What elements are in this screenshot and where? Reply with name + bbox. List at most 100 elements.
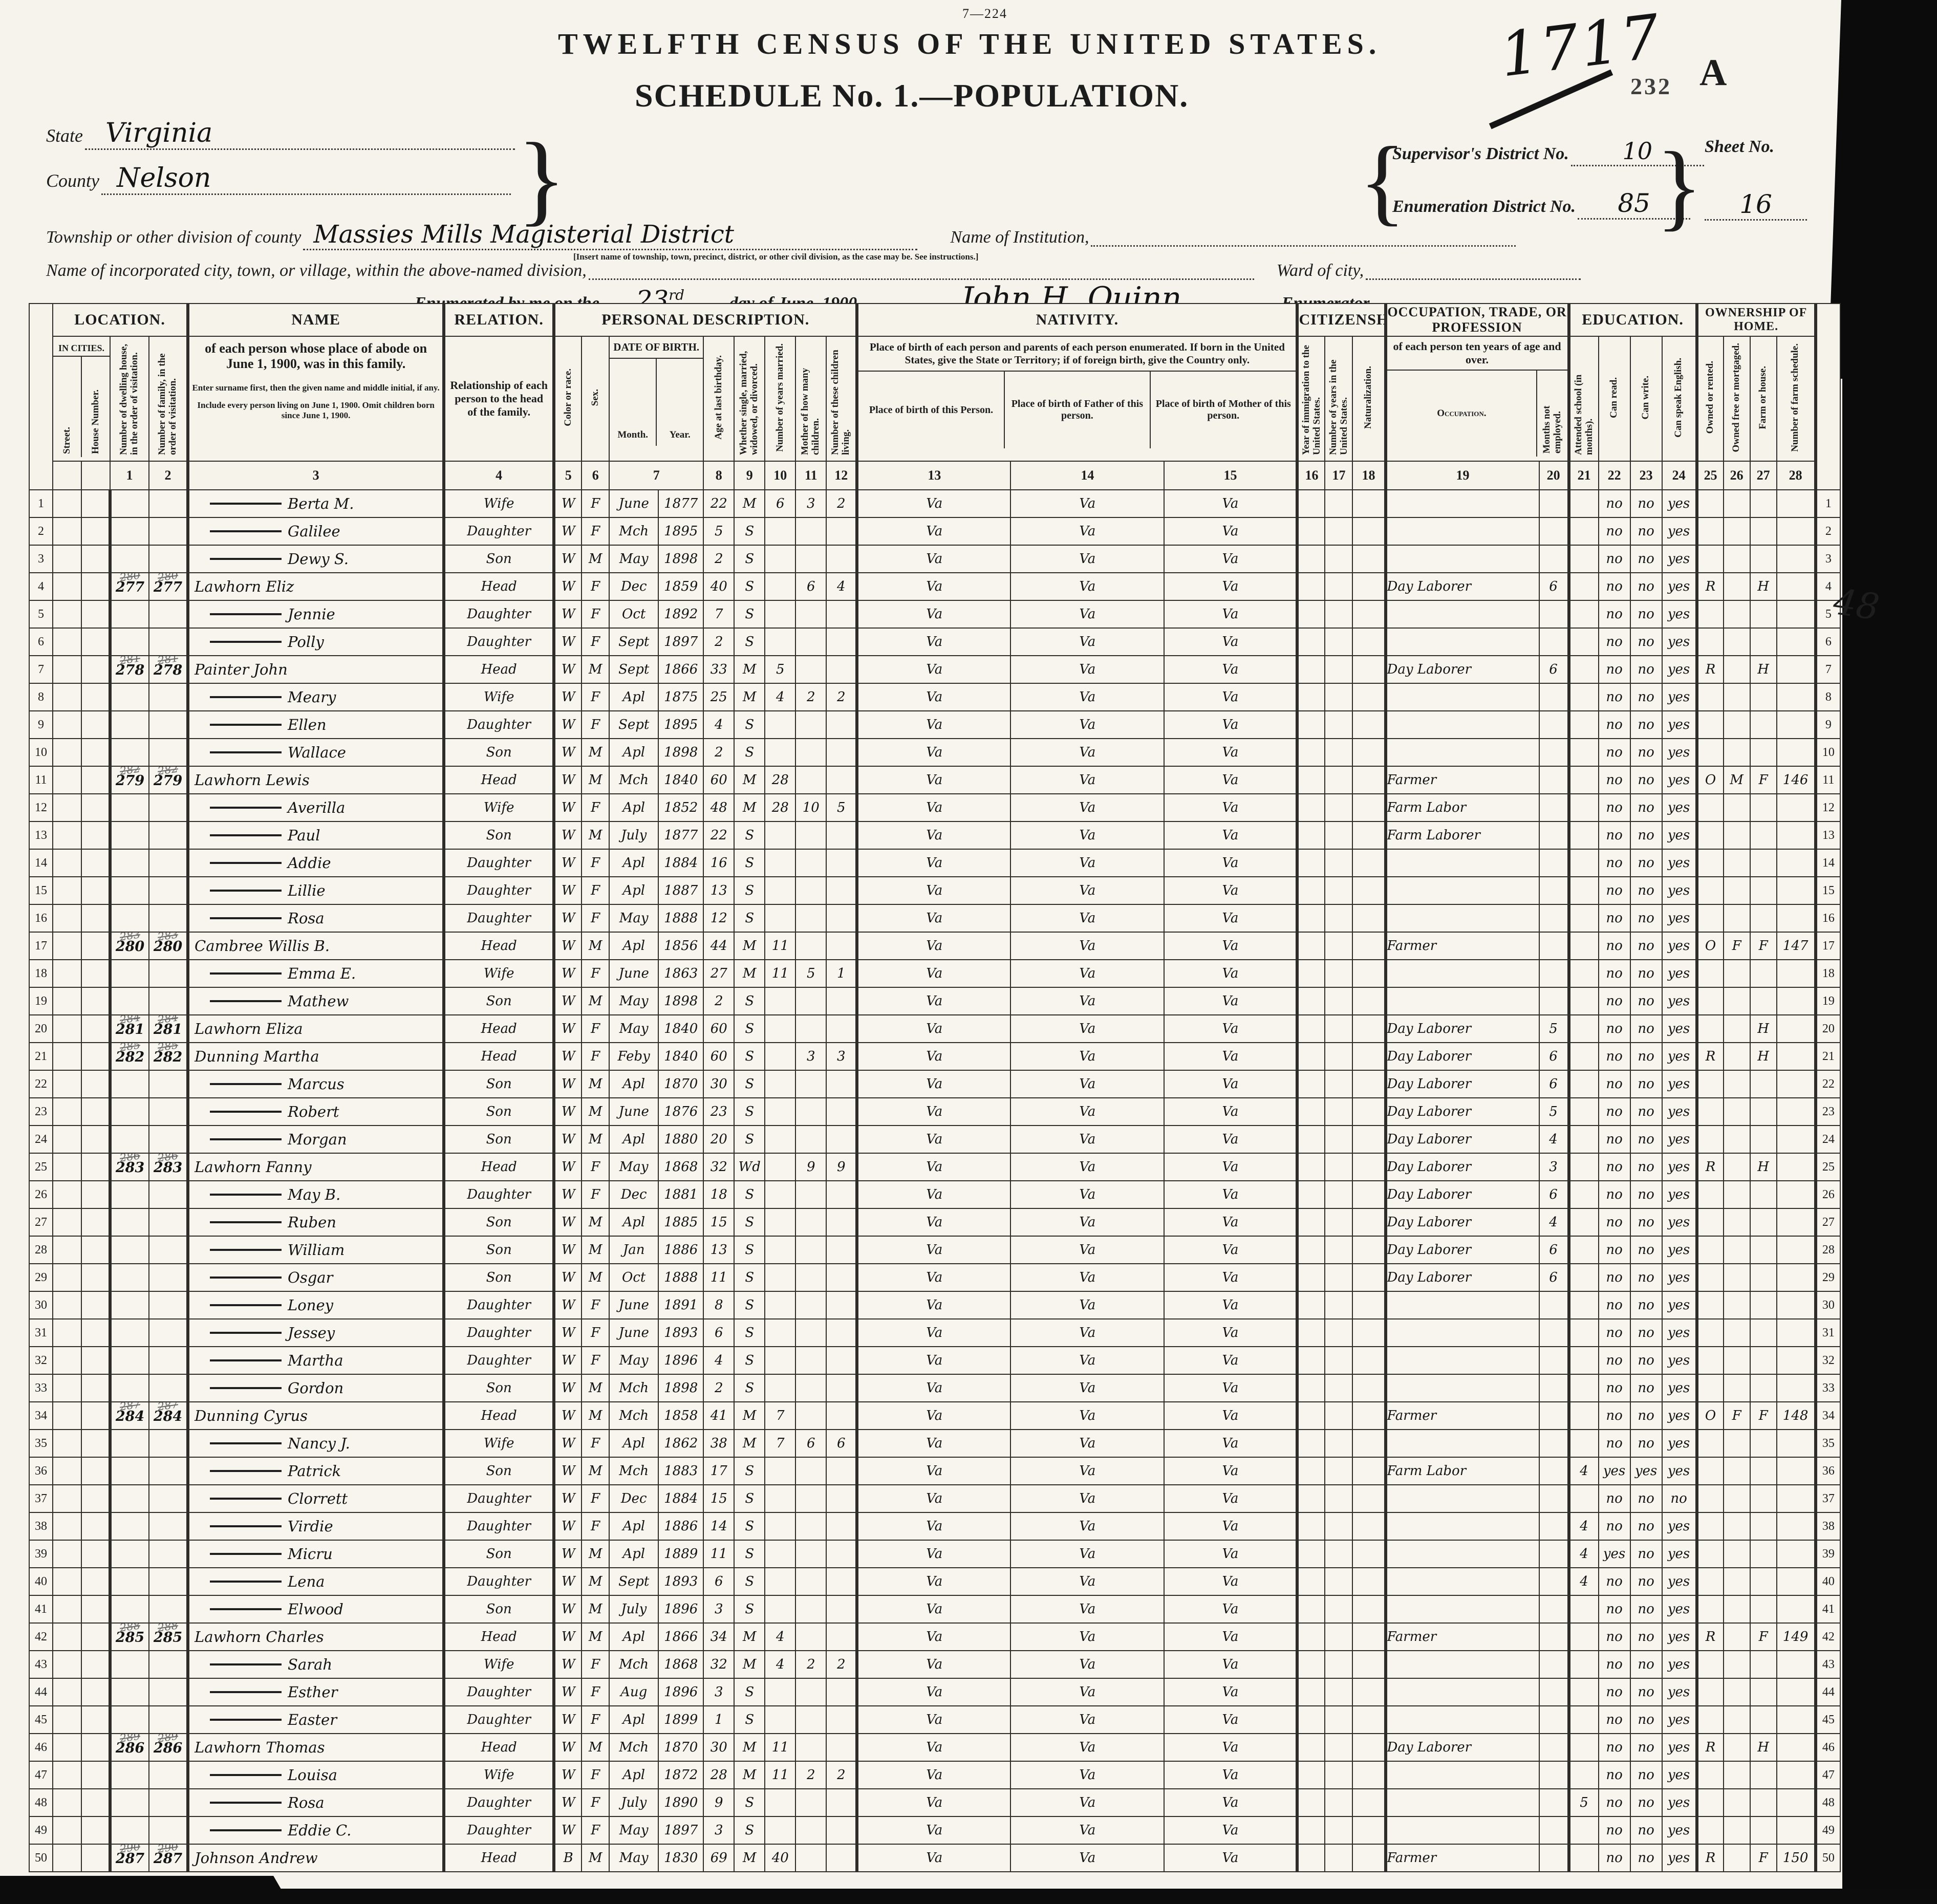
cell-n: 33 <box>29 1374 53 1402</box>
cell-cl <box>826 1180 858 1209</box>
person-row: 45 Easter Daughter W F Apl 1899 1 S Va Va Va no no yes… <box>29 1705 1841 1734</box>
cell-f <box>148 600 189 629</box>
cell-rd: no <box>1598 1512 1631 1541</box>
cell-occ: Day Laborer <box>1384 1097 1540 1126</box>
cell-yus <box>1324 821 1353 850</box>
cell-n: 48 <box>29 1788 53 1817</box>
cell-mar: S <box>734 1567 766 1596</box>
cell-imm <box>1296 1788 1326 1817</box>
cell-col: W <box>552 1429 583 1458</box>
state-county-brace: } <box>517 122 566 235</box>
cell-yr: 1866 <box>658 655 704 684</box>
cell-sch <box>1567 1042 1599 1071</box>
cell-yr: 1886 <box>658 1512 704 1541</box>
cell-pb: Va <box>855 987 1011 1015</box>
cell-d: 287 284 <box>108 1401 150 1430</box>
cell-rd: no <box>1598 1595 1631 1624</box>
cell-occ <box>1384 987 1540 1015</box>
cell-rd: no <box>1598 1429 1631 1458</box>
cell-col: W <box>552 1788 583 1817</box>
cell-rel: Daughter <box>442 600 555 629</box>
cell-own: O <box>1695 932 1724 960</box>
nativity-description: Place of birth of each person and parent… <box>855 336 1298 462</box>
cell-mb <box>795 1180 827 1209</box>
cell-mb <box>795 1678 827 1706</box>
cell-nat <box>1352 793 1386 822</box>
cell-fh <box>1749 1097 1777 1126</box>
cell-ue <box>1538 1816 1569 1845</box>
cell-age: 23 <box>703 1097 735 1126</box>
cell-fh <box>1749 849 1777 877</box>
cell-nat <box>1352 738 1386 767</box>
cell-hn <box>81 987 111 1015</box>
cell-wr: no <box>1629 628 1663 656</box>
cell-own <box>1695 1567 1724 1596</box>
cell-cl <box>826 1540 858 1568</box>
cell-pb: Va <box>855 766 1011 794</box>
cell-fs <box>1776 1097 1816 1126</box>
cell-mo: Apl <box>609 1125 659 1154</box>
cell-age: 30 <box>703 1733 735 1762</box>
cell-name: Sarah <box>186 1650 445 1679</box>
cell-pf: Va <box>1010 1484 1165 1513</box>
education-group-header: EDUCATION. <box>1567 303 1697 337</box>
cell-pm: Va <box>1164 987 1298 1015</box>
cell-mo: Sept <box>609 655 659 684</box>
cell-rel: Wife <box>442 1650 555 1679</box>
cell-yr: 1893 <box>658 1318 704 1347</box>
cell-wr: no <box>1629 545 1663 573</box>
cell-mo: May <box>609 1346 659 1375</box>
cell-en: yes <box>1661 1401 1697 1430</box>
cell-pf: Va <box>1010 572 1165 601</box>
cell-sex: F <box>581 1318 610 1347</box>
cell-pb: Va <box>855 821 1011 850</box>
cell-rel: Son <box>442 1457 555 1485</box>
cell-ym <box>764 1484 797 1513</box>
cell-yus <box>1324 1401 1353 1430</box>
cell-pf: Va <box>1010 1318 1165 1347</box>
cell-age: 41 <box>703 1401 735 1430</box>
cell-name: Emma E. <box>186 959 445 988</box>
cell-own: O <box>1695 766 1724 794</box>
cell-d <box>108 1429 150 1458</box>
cell-imm <box>1296 489 1326 518</box>
cell-yr: 1856 <box>658 932 704 960</box>
cell-mar: S <box>734 628 766 656</box>
cell-wr: yes <box>1629 1457 1663 1485</box>
cell-n: 10 <box>29 738 53 767</box>
cell-f <box>148 1484 189 1513</box>
cell-hn <box>81 1816 111 1845</box>
cell-sch <box>1567 876 1599 905</box>
cell-mo: May <box>609 1816 659 1845</box>
naturalization-column-label: Naturalization. <box>1352 336 1386 462</box>
cell-col: W <box>552 876 583 905</box>
cell-nat <box>1352 959 1386 988</box>
cell-st <box>52 683 82 711</box>
cell-age: 3 <box>703 1816 735 1845</box>
cell-name: Elwood <box>186 1595 445 1624</box>
cell-wr: no <box>1629 1318 1663 1347</box>
cell-st <box>52 1346 82 1375</box>
cell-col: W <box>552 1595 583 1624</box>
ditto-surname-line <box>210 1276 282 1279</box>
cell-pf: Va <box>1010 1650 1165 1679</box>
cell-f <box>148 1540 189 1568</box>
cell-fh <box>1749 683 1777 711</box>
cell-n: 21 <box>29 1042 53 1071</box>
person-row: 21 285 282 285 282 Dunning Martha Head W F Feby 18… <box>29 1042 1841 1071</box>
cell-sex: F <box>581 1678 610 1706</box>
cell-fs <box>1776 628 1816 656</box>
cell-ym <box>764 1291 797 1319</box>
state-label: State <box>46 125 83 146</box>
cell-own <box>1695 1457 1724 1485</box>
cell-en: yes <box>1661 628 1697 656</box>
cell-d <box>108 1070 150 1098</box>
cell-nR: 17 <box>1814 932 1841 960</box>
cell-name: Martha <box>186 1346 445 1375</box>
cell-col: W <box>552 1622 583 1651</box>
occupation-column-label: Occupation. <box>1437 408 1487 419</box>
cell-name: Jennie <box>186 600 445 629</box>
cell-fs <box>1776 1457 1816 1485</box>
cell-fm <box>1723 793 1751 822</box>
cell-yus <box>1324 1318 1353 1347</box>
